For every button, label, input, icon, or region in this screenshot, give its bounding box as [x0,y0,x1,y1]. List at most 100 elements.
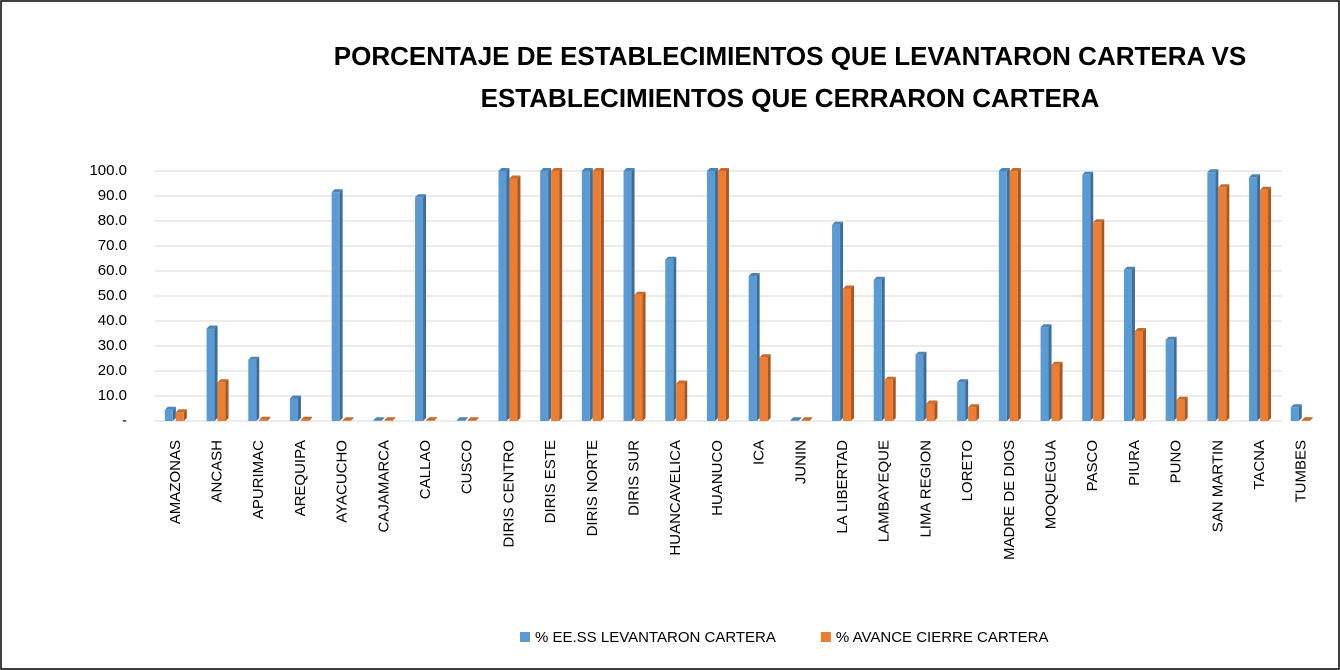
bar-side [548,168,552,421]
bar [206,328,215,421]
bar-top [1040,324,1052,328]
bar-side [1184,396,1188,421]
bar-side [923,351,927,421]
bar-side [1309,417,1313,421]
bar [289,398,298,421]
bar [717,171,726,421]
bar-side [1215,169,1219,421]
bar-top [1290,404,1302,408]
bar [426,420,435,421]
bar-side [1090,171,1094,421]
bar-side [381,417,385,421]
bar-side [965,379,969,421]
bar [175,412,184,421]
bar-top [175,409,187,413]
x-tick-label: LA LIBERTAD [834,440,851,534]
bar [164,409,173,421]
bar-top [342,417,354,421]
bar-side [297,395,301,421]
bar [1051,364,1060,421]
bar [759,357,768,421]
bar-side [851,285,855,421]
bar-top [1051,361,1063,365]
bar [509,178,518,421]
bar-top [676,380,688,384]
bar-side [214,325,218,421]
bar-side [934,400,938,421]
bar-side [1048,324,1052,421]
bar-top [373,417,385,421]
bar [1290,407,1299,421]
bar-top [456,417,468,421]
bar [415,197,424,421]
bar [456,420,465,421]
bar [1093,222,1102,421]
bar-side [183,409,187,421]
x-tick-label: DIRIS SUR [626,440,643,516]
x-tick-label: CALLAO [417,440,434,499]
bar [581,171,590,421]
bar-top [1249,174,1261,178]
bar [832,224,841,421]
x-tick-label: PUNO [1168,440,1185,483]
bar-side [225,379,229,421]
bar-top [843,285,855,289]
bar [1218,187,1227,421]
bar-top [801,417,813,421]
bar-top [717,168,729,171]
bar [968,407,977,421]
bar-side [714,168,718,421]
bar-side [1173,336,1177,421]
bar [957,382,966,421]
bar [676,383,685,421]
bar-side [1059,361,1063,421]
bar [1082,174,1091,421]
x-tick-label: HUANUCO [709,440,726,516]
y-tick-label: 50.0 [98,287,127,304]
bar-side [725,168,729,421]
x-tick-label: AMAZONAS [167,440,184,524]
bar [1301,420,1310,421]
chart-title: ESTABLECIMIENTOS QUE CERRARON CARTERA [481,83,1100,113]
bar [1040,327,1049,421]
bar-side [1006,168,1010,421]
y-tick-label: 40.0 [98,312,127,329]
bar-side [840,221,844,421]
bar [300,419,309,421]
y-tick-label: 30.0 [98,337,127,354]
bar [748,276,757,421]
bar [1123,269,1132,421]
bar [623,171,632,421]
bar-top [164,406,176,410]
bar-side [1226,184,1230,421]
bar-side [642,291,646,421]
x-tick-label: DIRIS ESTE [542,440,559,523]
bar-top [748,273,760,276]
bar-side [559,168,563,421]
bar-top [1134,328,1146,331]
bar [665,259,674,421]
bar-top [1093,219,1105,223]
legend-swatch [820,632,831,642]
bar-side [464,417,468,421]
x-tick-label: ANCASH [209,440,226,503]
bar [1176,399,1185,421]
bar [884,379,893,421]
bar-top [415,194,427,198]
bar-side [1268,186,1272,421]
bar [790,420,799,421]
bar-top [300,416,312,420]
bar-top [551,168,563,171]
bar [926,403,935,421]
x-tick-label: ICA [751,440,768,465]
bar-top [832,221,844,225]
bar-top [968,404,980,408]
bar [634,294,643,421]
bar-top [217,379,229,383]
bar-top [1260,186,1272,190]
bar-side [767,354,771,421]
x-tick-label: MADRE DE DIOS [1001,440,1018,560]
bar-top [1176,396,1188,400]
y-tick-label: 100.0 [89,162,127,179]
bar [467,420,476,421]
